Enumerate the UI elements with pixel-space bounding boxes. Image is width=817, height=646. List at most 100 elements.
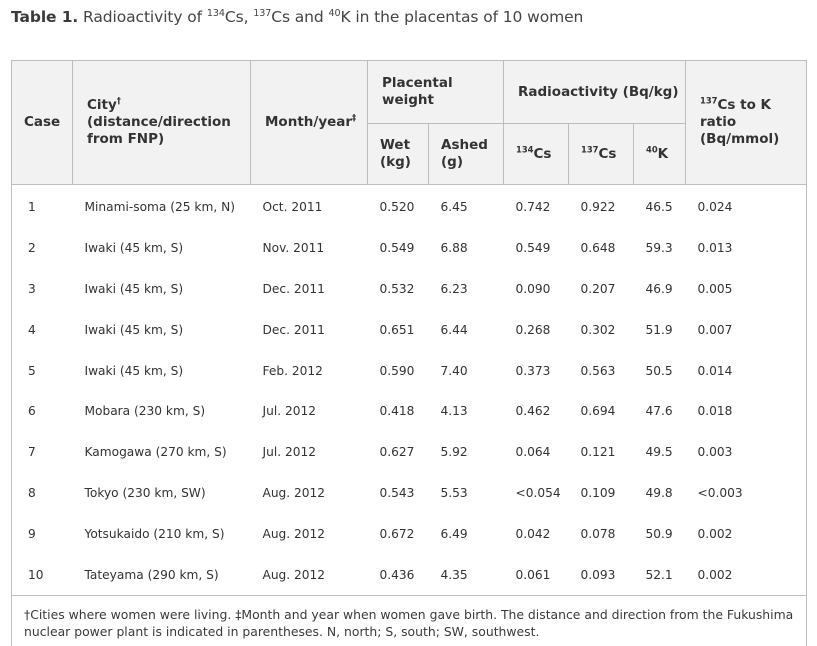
cell-wet: 0.532 [379, 281, 415, 296]
cell-month: Aug. 2012 [262, 485, 326, 500]
cell-city: Minami-soma (25 km, N) [84, 200, 235, 215]
header-ashed: Ashed (g) [428, 123, 504, 185]
cell-ashed: 7.40 [440, 363, 468, 378]
cell-cs137: 0.078 [580, 526, 616, 541]
cell-cs134: 0.090 [515, 281, 551, 296]
cell-ratio: 0.002 [697, 526, 733, 541]
cell-wet: 0.627 [379, 445, 415, 460]
cell-wet: 0.651 [379, 322, 415, 337]
header-ratio: 137Cs to K ratio (Bq/mmol) [685, 60, 808, 185]
cell-k40: 50.5 [645, 363, 673, 378]
cell-k40: 59.3 [645, 241, 673, 256]
cell-wet: 0.590 [379, 363, 415, 378]
cell-cs134: 0.742 [515, 200, 551, 215]
cell-ratio: 0.002 [697, 567, 733, 582]
header-cs134-sup: 134 [516, 144, 534, 154]
cell-month: Feb. 2012 [262, 363, 323, 378]
cell-ashed: 6.88 [440, 241, 468, 256]
cell-ratio: 0.018 [697, 404, 733, 419]
cell-k40: 47.6 [645, 404, 673, 419]
cell-k40: 52.1 [645, 567, 673, 582]
table-row: 8 Tokyo (230 km, SW) Aug. 2012 0.543 5.5… [12, 473, 807, 514]
cell-ratio: 0.013 [697, 241, 733, 256]
cell-city: Mobara (230 km, S) [84, 404, 206, 419]
cell-cs134: 0.042 [515, 526, 551, 541]
cell-month: Nov. 2011 [262, 241, 325, 256]
caption-cs-a: Cs, [224, 8, 254, 26]
header-month-dagger: ‡ [352, 112, 357, 123]
radioactivity-table: Case City† (distance/direction from FNP) … [11, 60, 808, 646]
cell-month: Aug. 2012 [262, 567, 326, 582]
cell-month: Dec. 2011 [262, 322, 325, 337]
table-row: 4 Iwaki (45 km, S) Dec. 2011 0.651 6.44 … [12, 309, 807, 350]
cell-cs137: 0.093 [580, 567, 616, 582]
cell-cs137: 0.121 [580, 445, 616, 460]
cell-ratio: 0.024 [697, 200, 733, 215]
cell-city: Iwaki (45 km, S) [84, 363, 184, 378]
cell-ashed: 5.53 [440, 485, 468, 500]
cell-ashed: 4.35 [440, 567, 468, 582]
cell-ashed: 4.13 [440, 404, 468, 419]
cell-city: Tokyo (230 km, SW) [84, 485, 206, 500]
table-row: 9 Yotsukaido (210 km, S) Aug. 2012 0.672… [12, 513, 807, 554]
cell-case: 9 [28, 526, 36, 541]
cell-cs137: 0.694 [580, 404, 616, 419]
header-ratio-sup: 137 [700, 95, 718, 106]
cell-case: 6 [28, 404, 36, 419]
cell-wet: 0.436 [379, 567, 415, 582]
header-city-sub: (distance/direction from FNP) [87, 114, 231, 147]
cell-k40: 46.9 [645, 281, 673, 296]
cell-cs134: 0.373 [515, 363, 551, 378]
cell-wet: 0.672 [379, 526, 415, 541]
cell-cs134: 0.061 [515, 567, 551, 582]
table-caption: Table 1. Radioactivity of 134Cs, 137Cs a… [11, 8, 583, 26]
table-row: 7 Kamogawa (270 km, S) Jul. 2012 0.627 5… [12, 432, 807, 473]
table-row: 2 Iwaki (45 km, S) Nov. 2011 0.549 6.88 … [12, 228, 807, 269]
table-row: 10 Tateyama (290 km, S) Aug. 2012 0.436 … [12, 554, 807, 595]
cell-city: Yotsukaido (210 km, S) [84, 526, 225, 541]
cell-k40: 49.5 [645, 445, 673, 460]
caption-text: Radioactivity of [78, 8, 207, 26]
caption-label: Table 1. [11, 8, 79, 26]
table-row: 1 Minami-soma (25 km, N) Oct. 2011 0.520… [12, 185, 807, 228]
cell-cs134: 0.064 [515, 445, 551, 460]
cell-ratio: 0.003 [697, 445, 733, 460]
header-month: Month/year‡ [250, 60, 368, 185]
header-cs137: 137Cs [568, 123, 634, 185]
cell-ratio: 0.014 [697, 363, 733, 378]
header-k40-sup: 40 [646, 144, 658, 154]
table-row: 6 Mobara (230 km, S) Jul. 2012 0.418 4.1… [12, 391, 807, 432]
header-month-label: Month/year [265, 114, 353, 130]
table-row: 5 Iwaki (45 km, S) Feb. 2012 0.590 7.40 … [12, 350, 807, 391]
header-city: City† (distance/direction from FNP) [72, 60, 251, 185]
cell-cs137: 0.109 [580, 485, 616, 500]
header-cs134: 134Cs [503, 123, 569, 185]
caption-k-text: K in the placentas of 10 women [340, 8, 584, 26]
cell-city: Tateyama (290 km, S) [84, 567, 219, 582]
cell-case: 1 [28, 200, 36, 215]
cell-case: 4 [28, 322, 36, 337]
cell-cs134: 0.268 [515, 322, 551, 337]
table-header: Case City† (distance/direction from FNP) … [11, 60, 808, 185]
cell-ashed: 5.92 [440, 445, 468, 460]
header-city-dagger: † [116, 95, 121, 106]
cell-wet: 0.549 [379, 241, 415, 256]
caption-cs-b: Cs and [271, 8, 329, 26]
table-footnote: †Cities where women were living. ‡Month … [24, 606, 794, 639]
cell-cs137: 0.302 [580, 322, 616, 337]
cell-ratio: 0.007 [697, 322, 733, 337]
cell-ashed: 6.44 [440, 322, 468, 337]
header-k40: 40K [632, 123, 687, 185]
caption-sup-137: 137 [253, 7, 272, 19]
cell-city: Iwaki (45 km, S) [84, 322, 184, 337]
cell-k40: 46.5 [645, 200, 673, 215]
cell-case: 7 [28, 445, 36, 460]
header-wet: Wet (kg) [367, 123, 429, 185]
cell-case: 8 [28, 485, 36, 500]
cell-month: Dec. 2011 [262, 281, 325, 296]
cell-cs137: 0.922 [580, 200, 616, 215]
header-k40-label: K [657, 145, 669, 162]
table-row: 3 Iwaki (45 km, S) Dec. 2011 0.532 6.23 … [12, 269, 807, 310]
header-city-label: City [87, 97, 117, 113]
cell-k40: 49.8 [645, 485, 673, 500]
